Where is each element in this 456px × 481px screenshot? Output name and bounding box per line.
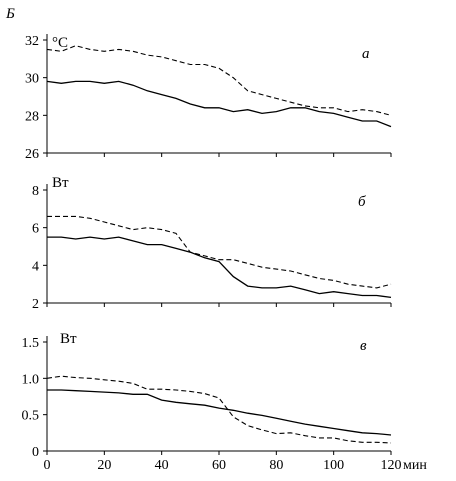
series-line-dashed xyxy=(46,45,392,116)
series-line-dashed xyxy=(46,375,392,444)
y-tick-label: 30 xyxy=(25,72,39,87)
unit-label: Вт xyxy=(60,331,77,347)
panel-letter: в xyxy=(360,338,367,354)
x-tick-label: 80 xyxy=(269,458,283,473)
series-line-solid xyxy=(47,389,392,436)
y-tick-label: 0 xyxy=(32,445,39,460)
y-tick-label: 0.5 xyxy=(22,409,40,424)
y-tick-label: 2 xyxy=(32,297,39,312)
unit-label: Вт xyxy=(52,175,69,191)
y-tick-label: 4 xyxy=(32,259,39,274)
x-unit-label: мин xyxy=(403,458,427,473)
x-tick-label: 60 xyxy=(212,458,226,473)
x-tick-label: 120 xyxy=(381,458,402,473)
series-line-solid xyxy=(47,236,392,299)
panel-б: 2 4 6 8 Вт б xyxy=(32,175,392,312)
series-line-solid xyxy=(46,80,392,128)
x-tick-label: 20 xyxy=(97,458,111,473)
y-tick-label: 26 xyxy=(25,147,39,162)
y-tick-label: 1.0 xyxy=(22,372,40,387)
unit-label: °C xyxy=(52,35,68,51)
x-tick-label: 0 xyxy=(44,458,51,473)
panel-в: 0 0.5 1.0 1.5 0 20 40 60 80 100 120 мин Вт в xyxy=(22,331,428,473)
y-tick-label: 28 xyxy=(25,109,39,124)
panel-a: 26 28 30 32 °C a xyxy=(25,34,392,162)
y-tick-label: 32 xyxy=(25,34,39,49)
figure-letter: Б xyxy=(5,6,15,22)
y-tick-label: 1.5 xyxy=(22,336,40,351)
panels: 26 28 30 32 °C a 2 4 6 8 Вт б 0 0.5 1.0 1.5 0 20 40 60 80 100… xyxy=(22,34,428,473)
series-line-dashed xyxy=(47,215,392,289)
y-tick-label: 6 xyxy=(32,222,39,237)
y-tick-label: 8 xyxy=(32,184,39,199)
x-tick-label: 100 xyxy=(323,458,344,473)
panel-letter: б xyxy=(358,194,366,210)
panel-letter: a xyxy=(362,46,370,62)
x-tick-label: 40 xyxy=(155,458,169,473)
